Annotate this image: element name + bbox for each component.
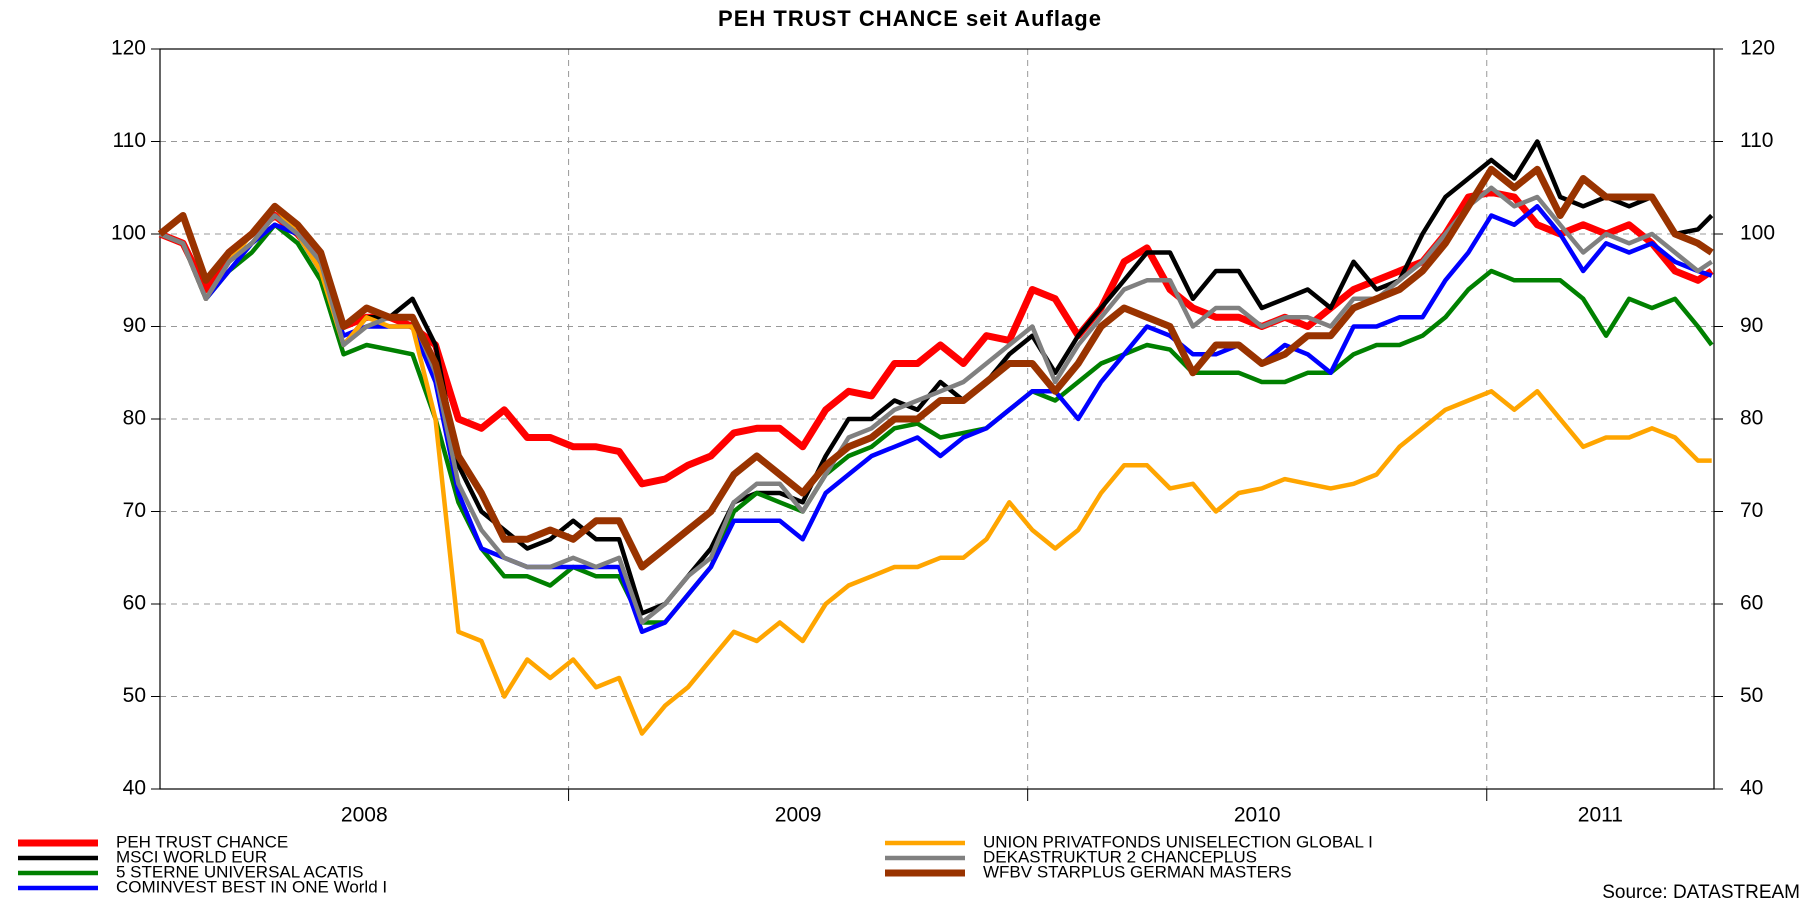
legend-label: DEKASTRUKTUR 2 CHANCEPLUS xyxy=(983,847,1257,866)
y2-tick-label: 60 xyxy=(1740,592,1763,615)
y2-tick-label: 120 xyxy=(1740,37,1775,60)
y-tick-label: 90 xyxy=(123,314,146,337)
chart-title: PEH TRUST CHANCE seit Auflage xyxy=(718,6,1102,31)
series-line xyxy=(159,139,1714,616)
series-line xyxy=(157,165,1714,571)
y2-tick-label: 40 xyxy=(1740,777,1763,800)
y2-tick-label: 50 xyxy=(1740,684,1763,707)
y-tick-label: 80 xyxy=(123,407,146,430)
plot-frame xyxy=(159,48,1715,790)
x-tick-label: 2008 xyxy=(341,804,388,827)
legend-label: MSCI WORLD EUR xyxy=(116,847,267,866)
legend-label: 5 STERNE UNIVERSAL ACATIS xyxy=(116,862,364,881)
y2-tick-label: 80 xyxy=(1740,407,1763,430)
x-tick-label: 2009 xyxy=(775,804,822,827)
x-tick-label: 2010 xyxy=(1234,804,1281,827)
y-tick-label: 110 xyxy=(113,129,146,152)
legend-label: UNION PRIVATFONDS UNISELECTION GLOBAL I xyxy=(983,832,1373,851)
y-tick-label: 100 xyxy=(111,222,146,245)
series-line xyxy=(159,204,1712,736)
y-tick-label: 120 xyxy=(111,37,146,60)
y2-tick-label: 100 xyxy=(1740,222,1775,245)
series-line xyxy=(159,204,1713,635)
y-tick-label: 60 xyxy=(123,592,146,615)
y-tick-label: 70 xyxy=(123,499,146,522)
legend-label: COMINVEST BEST IN ONE World I xyxy=(116,877,387,896)
y2-tick-label: 90 xyxy=(1740,314,1763,337)
series-line xyxy=(159,222,1714,625)
y2-tick-label: 70 xyxy=(1740,499,1763,522)
y-tick-label: 50 xyxy=(123,684,146,707)
y2-tick-label: 110 xyxy=(1740,129,1773,152)
legend-label: WFBV STARPLUS GERMAN MASTERS xyxy=(983,862,1292,881)
y-tick-label: 40 xyxy=(123,777,146,800)
source-note: Source: DATASTREAM xyxy=(1602,882,1800,900)
legend-label: PEH TRUST CHANCE xyxy=(116,832,288,851)
x-tick-label: 2011 xyxy=(1578,804,1623,827)
